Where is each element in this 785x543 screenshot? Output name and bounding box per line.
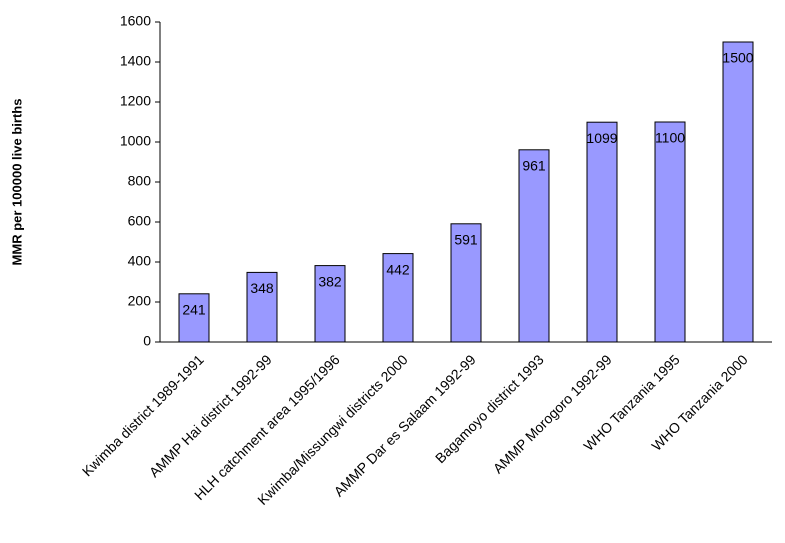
y-tick-label: 600 bbox=[128, 213, 152, 229]
x-tick-label: HLH catchment area 1995/1996 bbox=[191, 351, 343, 503]
x-tick-label: AMMP Dar es Salaam 1992-99 bbox=[331, 351, 479, 499]
data-label: 1099 bbox=[586, 130, 617, 146]
y-tick-label: 200 bbox=[128, 293, 152, 309]
y-tick-label: 400 bbox=[128, 253, 152, 269]
y-tick-label: 1400 bbox=[120, 53, 151, 69]
data-label: 442 bbox=[386, 261, 410, 277]
bar bbox=[654, 121, 686, 343]
bar bbox=[518, 149, 550, 343]
y-axis-label: MMR per 100000 live births bbox=[9, 99, 24, 266]
data-label: 1100 bbox=[655, 130, 685, 146]
y-tick-label: 1000 bbox=[120, 133, 151, 149]
data-label: 348 bbox=[250, 280, 274, 296]
data-label: 382 bbox=[318, 273, 342, 289]
bar bbox=[586, 121, 618, 343]
y-tick-label: 1600 bbox=[120, 13, 151, 29]
y-tick-label: 0 bbox=[143, 333, 151, 349]
y-tick-label: 800 bbox=[128, 173, 152, 189]
data-label: 241 bbox=[182, 302, 206, 318]
bar bbox=[722, 41, 754, 343]
data-label: 591 bbox=[454, 232, 478, 248]
x-tick-label: AMMP Hai district 1992-99 bbox=[146, 351, 275, 480]
x-tick-label: Kwimba/Missungwi districts 2000 bbox=[254, 351, 411, 508]
x-tick-label: AMMP Morogoro 1992-99 bbox=[490, 351, 615, 476]
data-label: 961 bbox=[522, 158, 546, 174]
y-tick-label: 1200 bbox=[120, 93, 151, 109]
x-tick-label: Kwimba district 1989-1991 bbox=[79, 351, 207, 479]
bar bbox=[178, 293, 210, 343]
data-label: 1500 bbox=[722, 50, 753, 66]
